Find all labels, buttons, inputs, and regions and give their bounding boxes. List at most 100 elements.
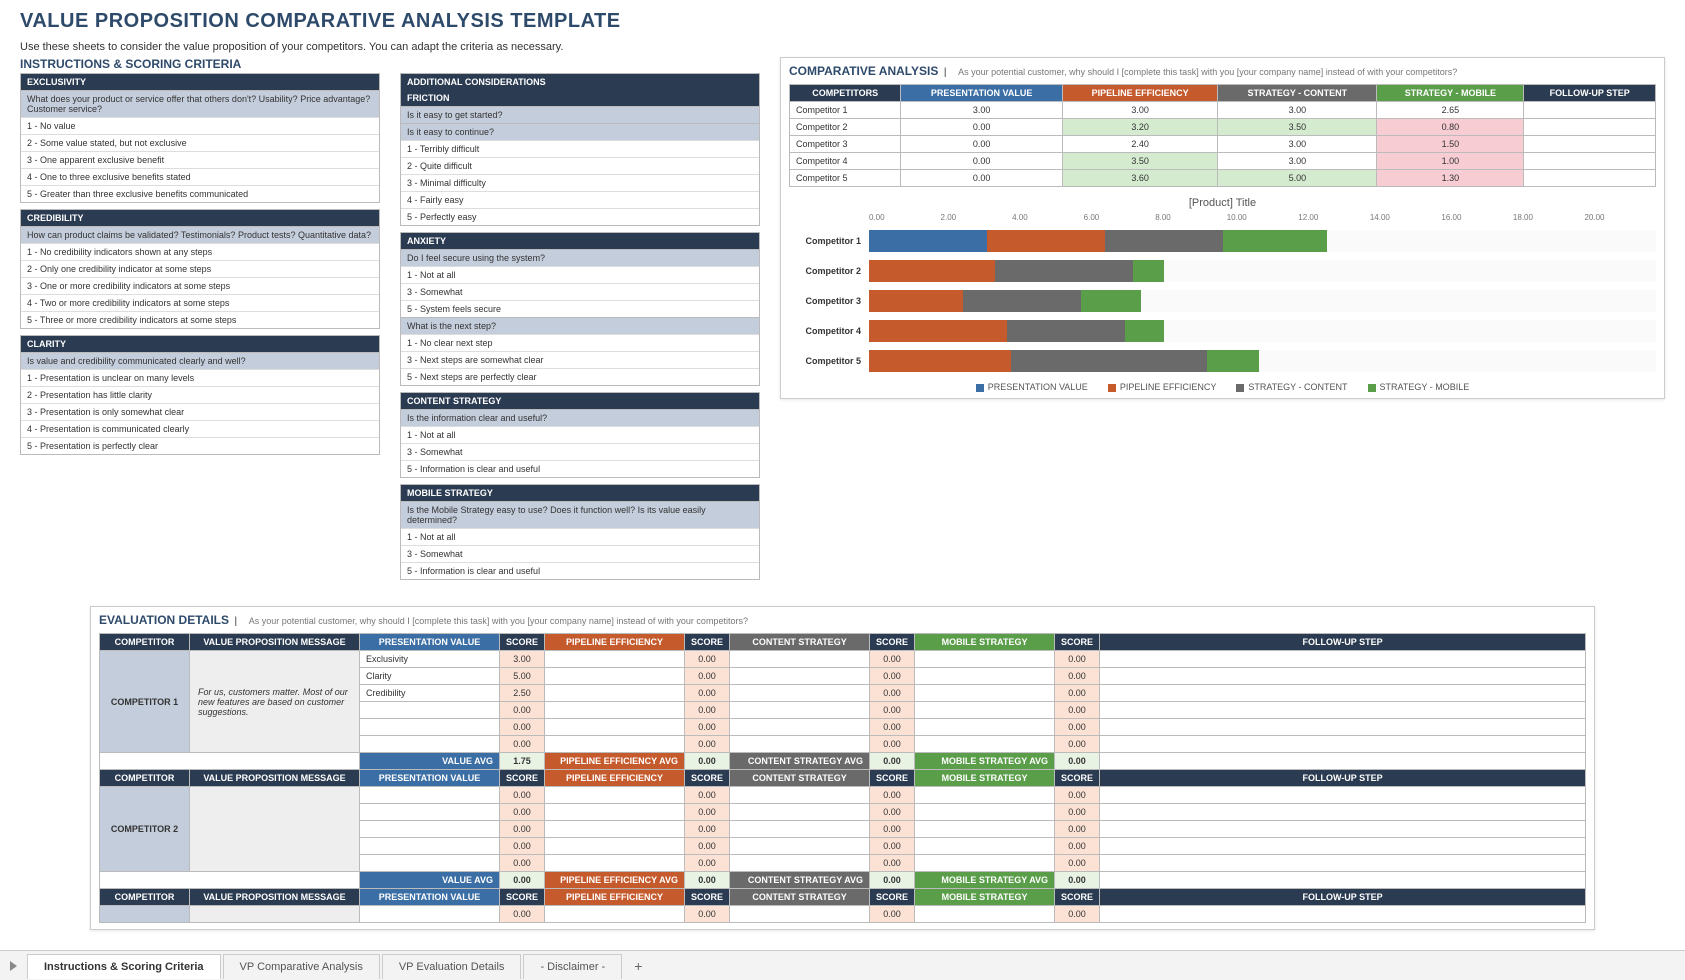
sheet-tab[interactable]: - Disclaimer - bbox=[523, 954, 622, 979]
table-header: PIPELINE EFFICIENCY bbox=[545, 889, 685, 906]
criteria-question: What does your product or service offer … bbox=[21, 90, 379, 117]
bar-container bbox=[869, 350, 1656, 372]
criteria-row: 3 - One or more credibility indicators a… bbox=[21, 277, 379, 294]
criteria-row: 4 - Presentation is communicated clearly bbox=[21, 420, 379, 437]
avg-value: 0.00 bbox=[870, 872, 915, 889]
bar-segment bbox=[1223, 230, 1327, 252]
criteria-header: EXCLUSIVITY bbox=[21, 74, 379, 90]
cell: 0.00 bbox=[685, 838, 730, 855]
bar-label: Competitor 1 bbox=[789, 236, 869, 246]
bar-label: Competitor 4 bbox=[789, 326, 869, 336]
cell bbox=[1524, 170, 1656, 187]
avg-value: 0.00 bbox=[1055, 872, 1100, 889]
cell: 3.00 bbox=[901, 102, 1063, 119]
table-header: COMPETITOR bbox=[100, 634, 190, 651]
cell bbox=[730, 838, 870, 855]
cell bbox=[915, 821, 1055, 838]
cell: 0.00 bbox=[500, 702, 545, 719]
cell: Competitor 2 bbox=[790, 119, 901, 136]
table-header: MOBILE STRATEGY bbox=[915, 889, 1055, 906]
cell: Competitor 4 bbox=[790, 153, 901, 170]
cell bbox=[545, 719, 685, 736]
cell: 0.00 bbox=[685, 651, 730, 668]
cell: 3.00 bbox=[1218, 153, 1377, 170]
criteria-row: 4 - Two or more credibility indicators a… bbox=[21, 294, 379, 311]
cell bbox=[730, 855, 870, 872]
cell: 3.00 bbox=[1218, 136, 1377, 153]
comparative-subtitle: As your potential customer, why should I… bbox=[958, 67, 1457, 77]
table-header: SCORE bbox=[685, 770, 730, 787]
table-header: SCORE bbox=[1055, 770, 1100, 787]
avg-label: MOBILE STRATEGY AVG bbox=[915, 872, 1055, 889]
cell bbox=[545, 787, 685, 804]
comparative-title: COMPARATIVE ANALYSIS bbox=[789, 64, 938, 78]
cell: 0.00 bbox=[870, 702, 915, 719]
bar-segment bbox=[1133, 260, 1164, 282]
criteria-question: How can product claims be validated? Tes… bbox=[21, 226, 379, 243]
cell bbox=[1100, 804, 1586, 821]
bar-segment bbox=[1207, 350, 1258, 372]
comparative-panel: COMPARATIVE ANALYSIS | As your potential… bbox=[780, 57, 1665, 399]
bar-label: Competitor 3 bbox=[789, 296, 869, 306]
cell bbox=[1100, 906, 1586, 923]
cell bbox=[915, 838, 1055, 855]
bar-segment bbox=[995, 260, 1133, 282]
criteria-row: 1 - No value bbox=[21, 117, 379, 134]
criteria-row: 1 - No clear next step bbox=[401, 334, 759, 351]
tab-nav-icon[interactable] bbox=[10, 961, 17, 971]
axis-tick: 2.00 bbox=[941, 213, 1013, 222]
cell: 0.00 bbox=[1055, 855, 1100, 872]
cell: 1.00 bbox=[1377, 153, 1524, 170]
cell bbox=[1100, 821, 1586, 838]
cell bbox=[730, 906, 870, 923]
cell bbox=[545, 838, 685, 855]
cell bbox=[730, 736, 870, 753]
bar-segment bbox=[1007, 320, 1125, 342]
legend-item: STRATEGY - CONTENT bbox=[1236, 382, 1347, 392]
cell bbox=[360, 736, 500, 753]
cell: 0.00 bbox=[870, 855, 915, 872]
cell: Exclusivity bbox=[360, 651, 500, 668]
cell: 0.00 bbox=[870, 736, 915, 753]
cell bbox=[360, 855, 500, 872]
cell: 0.00 bbox=[1055, 719, 1100, 736]
cell bbox=[545, 702, 685, 719]
cell: 0.00 bbox=[901, 153, 1063, 170]
sheet-tab[interactable]: Instructions & Scoring Criteria bbox=[27, 954, 221, 979]
criteria-question: What is the next step? bbox=[401, 317, 759, 334]
bar-label: Competitor 2 bbox=[789, 266, 869, 276]
add-tab-button[interactable]: + bbox=[624, 954, 652, 978]
pipe-sep: | bbox=[232, 616, 240, 627]
bar-segment bbox=[1011, 350, 1208, 372]
sheet-tab[interactable]: VP Comparative Analysis bbox=[223, 954, 380, 979]
cell bbox=[730, 651, 870, 668]
avg-label: PIPELINE EFFICIENCY AVG bbox=[545, 753, 685, 770]
cell: Credibility bbox=[360, 685, 500, 702]
criteria-box: EXCLUSIVITY What does your product or se… bbox=[20, 73, 380, 203]
criteria-question: Do I feel secure using the system? bbox=[401, 249, 759, 266]
bar-row: Competitor 5 bbox=[789, 350, 1656, 372]
table-header: CONTENT STRATEGY bbox=[730, 634, 870, 651]
cell: 0.00 bbox=[1055, 787, 1100, 804]
criteria-row: 3 - Presentation is only somewhat clear bbox=[21, 403, 379, 420]
cell: 1.50 bbox=[1377, 136, 1524, 153]
avg-label: CONTENT STRATEGY AVG bbox=[730, 872, 870, 889]
cell bbox=[360, 906, 500, 923]
evaluation-panel: EVALUATION DETAILS | As your potential c… bbox=[90, 606, 1595, 930]
cell bbox=[915, 787, 1055, 804]
table-header: SCORE bbox=[870, 634, 915, 651]
table-header: FOLLOW-UP STEP bbox=[1100, 889, 1586, 906]
cell: 0.00 bbox=[500, 787, 545, 804]
cell bbox=[545, 821, 685, 838]
bar-segment bbox=[869, 290, 963, 312]
cell: 3.50 bbox=[1218, 119, 1377, 136]
bar-segment bbox=[1081, 290, 1140, 312]
criteria-row: 1 - Terribly difficult bbox=[401, 140, 759, 157]
cell: 5.00 bbox=[1218, 170, 1377, 187]
cell bbox=[915, 651, 1055, 668]
axis-tick: 10.00 bbox=[1227, 213, 1299, 222]
cell bbox=[1100, 668, 1586, 685]
cell bbox=[360, 787, 500, 804]
cell: 3.00 bbox=[500, 651, 545, 668]
sheet-tab[interactable]: VP Evaluation Details bbox=[382, 954, 522, 979]
